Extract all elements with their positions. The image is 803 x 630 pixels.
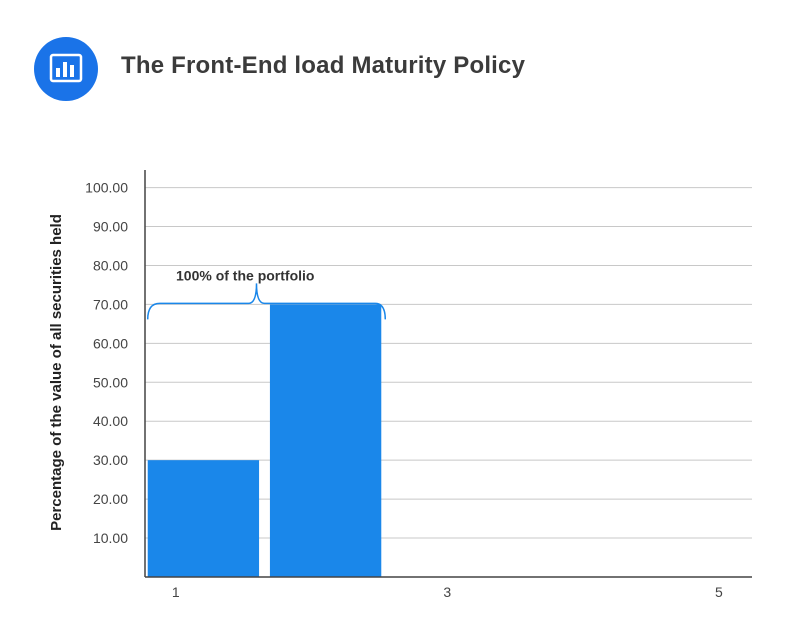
y-tick-label: 80.00 [93, 257, 128, 273]
y-tick-label: 70.00 [93, 296, 128, 312]
y-tick-label: 50.00 [93, 374, 128, 390]
axes [144, 170, 752, 578]
bar-chart-icon [49, 53, 83, 83]
annotation: 100% of the portfolio [146, 267, 387, 320]
y-tick-labels: 10.00 20.00 30.00 40.00 50.00 60.00 70.00 80.00… [85, 180, 128, 546]
x-tick-label: 3 [443, 584, 451, 600]
header: The Front-End load Maturity Policy [0, 0, 803, 140]
x-tick-label: 1 [172, 584, 180, 600]
y-tick-label: 10.00 [93, 530, 128, 546]
y-axis-label: Percentage of the value of all securitie… [48, 214, 65, 531]
logo [34, 37, 98, 101]
y-tick-label: 40.00 [93, 413, 128, 429]
bars [147, 304, 382, 577]
y-tick-label: 30.00 [93, 452, 128, 468]
bar [147, 460, 260, 577]
x-tick-label: 5 [715, 584, 723, 600]
y-tick-label: 60.00 [93, 335, 128, 351]
annotation-label: 100% of the portfolio [176, 267, 314, 283]
grid-lines [145, 187, 752, 539]
y-tick-label: 100.00 [85, 180, 128, 196]
bar [269, 304, 382, 577]
y-tick-label: 20.00 [93, 491, 128, 507]
bracket [146, 283, 387, 320]
page-title: The Front-End load Maturity Policy [121, 52, 526, 79]
x-tick-labels: 1 3 5 [172, 584, 723, 600]
y-tick-label: 90.00 [93, 219, 128, 235]
